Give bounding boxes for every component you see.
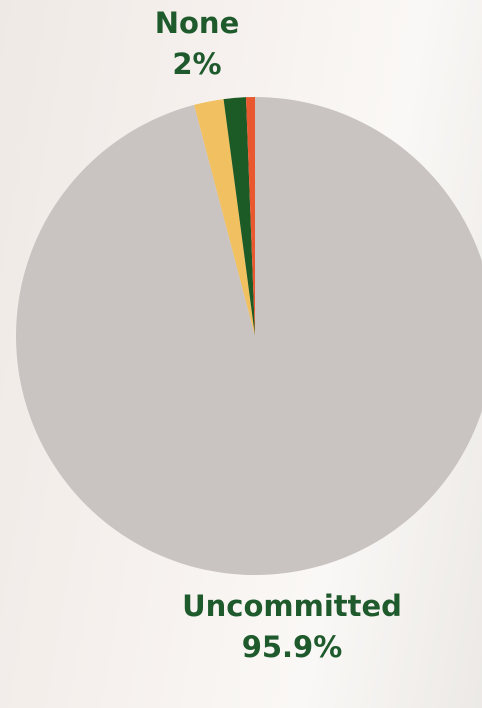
slice-label: None <box>155 6 240 40</box>
slice-value-label: 2% <box>172 47 221 81</box>
pie-slice <box>223 97 255 336</box>
pie-slice <box>194 99 255 336</box>
pie-slice <box>16 97 482 575</box>
slice-value-label: 95.9% <box>242 630 343 664</box>
slice-label: Uncommitted <box>182 589 402 623</box>
pie-slice <box>245 97 255 336</box>
